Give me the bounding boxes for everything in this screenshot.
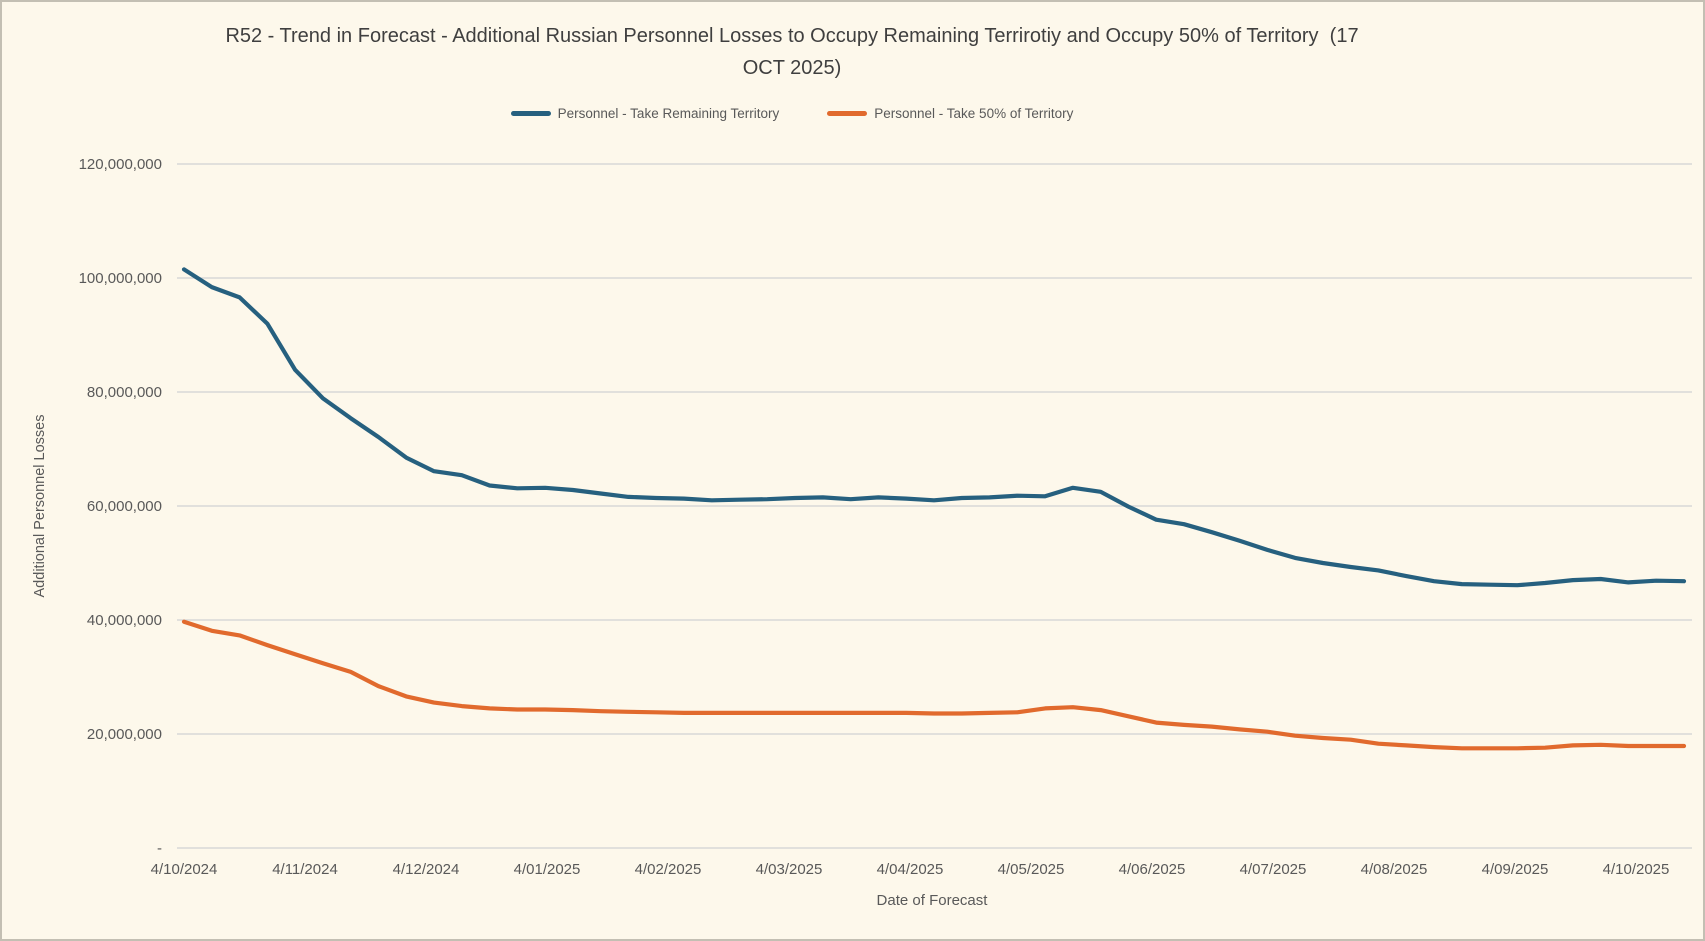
y-tick-label: 80,000,000 (87, 384, 162, 401)
x-tick-label: 4/07/2025 (1240, 861, 1307, 878)
legend-label-50pct-territory: Personnel - Take 50% of Territory (874, 106, 1074, 121)
y-tick-label: 60,000,000 (87, 498, 162, 515)
x-tick-label: 4/03/2025 (756, 861, 823, 878)
x-tick-label: 4/01/2025 (514, 861, 581, 878)
legend-label-remaining-territory: Personnel - Take Remaining Territory (557, 106, 780, 121)
legend-item-remaining-territory[interactable]: Personnel - Take Remaining Territory (510, 106, 780, 121)
chart-header: R52 - Trend in Forecast - Additional Rus… (2, 2, 1582, 121)
series-line-remaining-territory[interactable] (181, 267, 1687, 588)
x-tick-label: 4/02/2025 (635, 861, 702, 878)
y-tick-label: 20,000,000 (87, 726, 162, 743)
y-axis-title: Additional Personnel Losses (32, 415, 48, 598)
x-tick-label: 4/10/2025 (1603, 861, 1670, 878)
x-tick-label: 4/08/2025 (1361, 861, 1428, 878)
legend-item-50pct-territory[interactable]: Personnel - Take 50% of Territory (827, 106, 1073, 121)
x-tick-label: 4/12/2024 (393, 861, 460, 878)
legend: Personnel - Take Remaining Territory Per… (510, 106, 1073, 121)
x-tick-label: 4/11/2024 (272, 861, 338, 878)
x-tick-label: 4/10/2024 (151, 861, 218, 878)
y-tick-label: 120,000,000 (79, 156, 162, 173)
x-tick-label: 4/09/2025 (1482, 861, 1549, 878)
x-tick-label: 4/05/2025 (998, 861, 1065, 878)
x-tick-label: 4/06/2025 (1119, 861, 1186, 878)
legend-swatch-remaining-territory-icon (510, 111, 551, 116)
x-axis-title: Date of Forecast (877, 892, 989, 909)
y-tick-label: - (157, 840, 162, 857)
series-line-50pct-territory[interactable] (181, 619, 1687, 751)
y-tick-label: 40,000,000 (87, 612, 162, 629)
y-tick-label: 100,000,000 (79, 270, 162, 287)
x-tick-label: 4/04/2025 (877, 861, 944, 878)
chart-title: R52 - Trend in Forecast - Additional Rus… (225, 25, 1365, 79)
legend-swatch-50pct-territory-icon (827, 111, 868, 116)
